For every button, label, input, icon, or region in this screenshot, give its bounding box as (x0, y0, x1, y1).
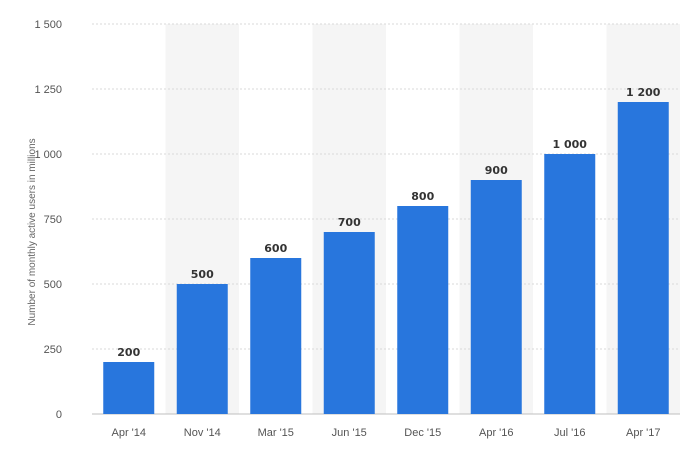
bar (397, 206, 449, 414)
x-tick-label: Dec '15 (404, 427, 441, 439)
bar (250, 258, 302, 414)
data-label: 600 (264, 242, 287, 255)
data-label: 500 (191, 268, 214, 281)
x-tick-label: Jun '15 (332, 427, 367, 439)
bars (103, 102, 669, 414)
x-tick-label: Apr '16 (479, 427, 514, 439)
data-label: 200 (117, 346, 140, 359)
x-tick-label: Apr '17 (626, 427, 661, 439)
y-axis-label: Number of monthly active users in millio… (27, 138, 38, 325)
bar (103, 362, 155, 414)
x-axis-ticks: Apr '14 Nov '14 Mar '15 Jun '15 Dec '15 Apr '… (111, 427, 660, 439)
x-tick-label: Mar '15 (258, 427, 294, 439)
bar (617, 102, 669, 414)
bar (470, 180, 522, 414)
y-tick-label: 1 250 (34, 84, 62, 96)
y-tick-label: 1 000 (34, 149, 62, 161)
y-tick-label: 500 (44, 279, 62, 291)
data-label: 1 200 (626, 86, 661, 99)
data-label: 1 000 (553, 138, 588, 151)
y-tick-label: 250 (44, 344, 62, 356)
y-tick-label: 750 (44, 214, 62, 226)
data-label: 900 (485, 164, 508, 177)
data-label: 800 (411, 190, 434, 203)
y-tick-label: 1 500 (34, 19, 62, 31)
y-tick-label: 0 (56, 409, 62, 421)
data-label: 700 (338, 216, 361, 229)
x-tick-label: Apr '14 (111, 427, 146, 439)
x-tick-label: Nov '14 (184, 427, 221, 439)
data-labels: 200 500 600 700 800 900 1 000 1 200 (117, 86, 661, 359)
x-tick-label: Jul '16 (554, 427, 585, 439)
y-axis-ticks: 0 250 500 750 1 000 1 250 1 500 (34, 19, 62, 421)
bar (176, 284, 228, 414)
bar (544, 154, 596, 414)
bar (323, 232, 375, 414)
